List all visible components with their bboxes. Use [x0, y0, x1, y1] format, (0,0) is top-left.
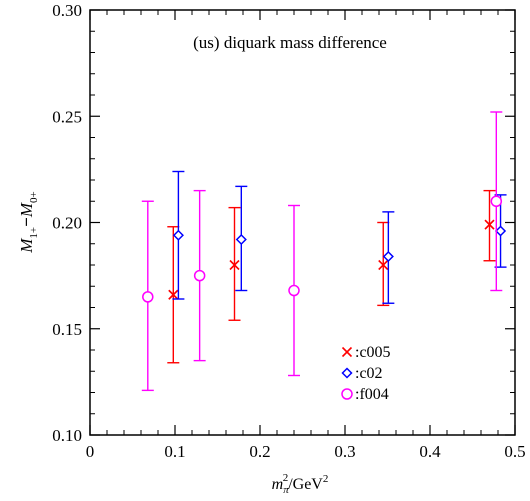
legend-marker-c02: [341, 367, 353, 379]
series-layer: [141, 111, 507, 392]
cross-stroke: [484, 219, 495, 230]
legend-marker-c005: [341, 346, 353, 358]
legend-marker-f004: [341, 388, 353, 400]
legend-label-f004: :f004: [355, 386, 389, 403]
x-tick-label: 0.1: [164, 442, 185, 461]
data-point-c02: [235, 233, 247, 246]
plot-frame: [89, 9, 516, 436]
data-point-f004: [193, 269, 206, 282]
data-point-f004: [490, 195, 503, 207]
x-tick-label: 0.5: [504, 442, 525, 461]
x-tick-label: 0.4: [419, 442, 441, 461]
cross-stroke: [229, 259, 240, 271]
series-c005: [167, 189, 496, 364]
axis-ticks: [89, 9, 516, 436]
x-tick-label: 0: [86, 442, 95, 461]
data-point-c02: [494, 225, 507, 237]
data-point-c005: [229, 259, 240, 271]
y-tick-label: 0.20: [52, 214, 82, 233]
y-tick-label: 0.25: [52, 107, 82, 126]
y-axis-label: M1+−M0+: [17, 191, 40, 253]
cross-stroke: [341, 346, 353, 358]
cross-stroke: [168, 289, 179, 300]
series-f004: [141, 111, 503, 392]
y-tick-label: 0.30: [52, 1, 82, 20]
chart-title: (us) diquark mass difference: [193, 33, 387, 52]
cross-stroke: [378, 259, 389, 271]
x-tick-label: 0.3: [334, 442, 355, 461]
data-point-f004: [288, 284, 300, 297]
y-tick-label: 0.10: [52, 426, 82, 445]
data-point-c005: [484, 219, 495, 230]
legend: :c005 :c02 :f004: [341, 344, 391, 403]
x-tick-label: 0.2: [249, 442, 270, 461]
x-axis-label: mπ2/GeV2: [272, 472, 329, 496]
data-point-c005: [168, 289, 179, 300]
series-c02: [172, 170, 507, 304]
legend-label-c005: :c005: [355, 344, 391, 361]
axis-tick-labels: 0 0.1 0.2 0.3 0.4 0.5 0.10 0.15 0.20 0.25 0.30: [52, 1, 525, 461]
legend-label-c02: :c02: [355, 365, 383, 382]
y-tick-label: 0.15: [52, 320, 82, 339]
data-point-c02: [382, 250, 394, 263]
data-point-c02: [172, 229, 184, 241]
data-point-f004: [142, 291, 154, 303]
data-point-c005: [378, 259, 389, 271]
